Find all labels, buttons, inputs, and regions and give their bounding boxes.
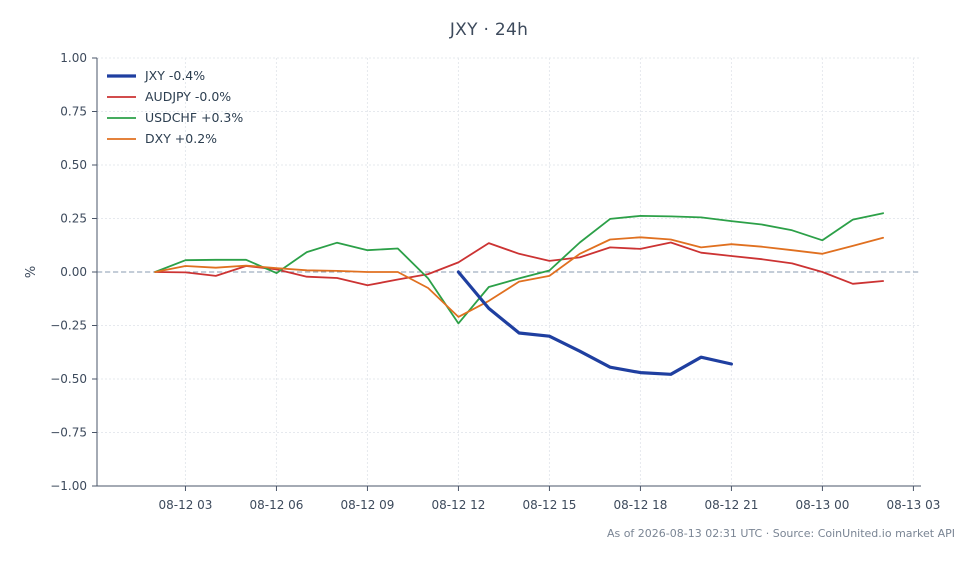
y-tick-label: −0.75 <box>50 426 87 440</box>
x-tick-label: 08-12 09 <box>340 498 394 512</box>
legend-label-audjpy: AUDJPY -0.0% <box>145 89 231 104</box>
x-tick-label: 08-12 21 <box>704 498 758 512</box>
y-tick-label: −0.25 <box>50 319 87 333</box>
x-tick-label: 08-12 18 <box>613 498 667 512</box>
series-lines <box>154 212 884 376</box>
y-tick-label: 0.50 <box>60 158 87 172</box>
y-tick-label: 0.00 <box>60 265 87 279</box>
y-tick-label: −1.00 <box>50 479 87 493</box>
legend-label-dxy: DXY +0.2% <box>145 131 217 146</box>
legend-label-usdchf: USDCHF +0.3% <box>145 110 243 125</box>
y-axis-ticks: 1.00 0.75 0.50 0.25 0.00 −0.25 −0.50 −0.75 −1.00 <box>50 51 97 493</box>
y-tick-label: 0.75 <box>60 105 87 119</box>
legend-label-jxy: JXY -0.4% <box>144 68 205 83</box>
x-tick-label: 08-12 06 <box>249 498 303 512</box>
series-line-jxy <box>456 270 734 376</box>
x-tick-label: 08-13 00 <box>795 498 849 512</box>
series-line-audjpy <box>154 241 884 287</box>
chart-title: JXY · 24h <box>449 20 529 40</box>
series-line-dxy <box>154 236 884 318</box>
legend: JXY -0.4% AUDJPY -0.0% USDCHF +0.3% DXY +0.… <box>107 68 243 146</box>
x-axis-ticks: 08-12 03 08-12 06 08-12 09 08-12 12 08-12 15… <box>158 486 940 512</box>
source-footer: As of 2026-08-13 02:31 UTC · Source: Coi… <box>606 527 955 540</box>
x-tick-label: 08-12 03 <box>158 498 212 512</box>
x-tick-label: 08-12 12 <box>431 498 485 512</box>
x-tick-label: 08-13 03 <box>886 498 940 512</box>
y-tick-label: 0.25 <box>60 212 87 226</box>
y-tick-label: −0.50 <box>50 372 87 386</box>
y-tick-label: 1.00 <box>60 51 87 65</box>
x-tick-label: 08-12 15 <box>522 498 576 512</box>
series-line-usdchf <box>154 212 884 325</box>
y-axis-label: % <box>24 266 39 278</box>
